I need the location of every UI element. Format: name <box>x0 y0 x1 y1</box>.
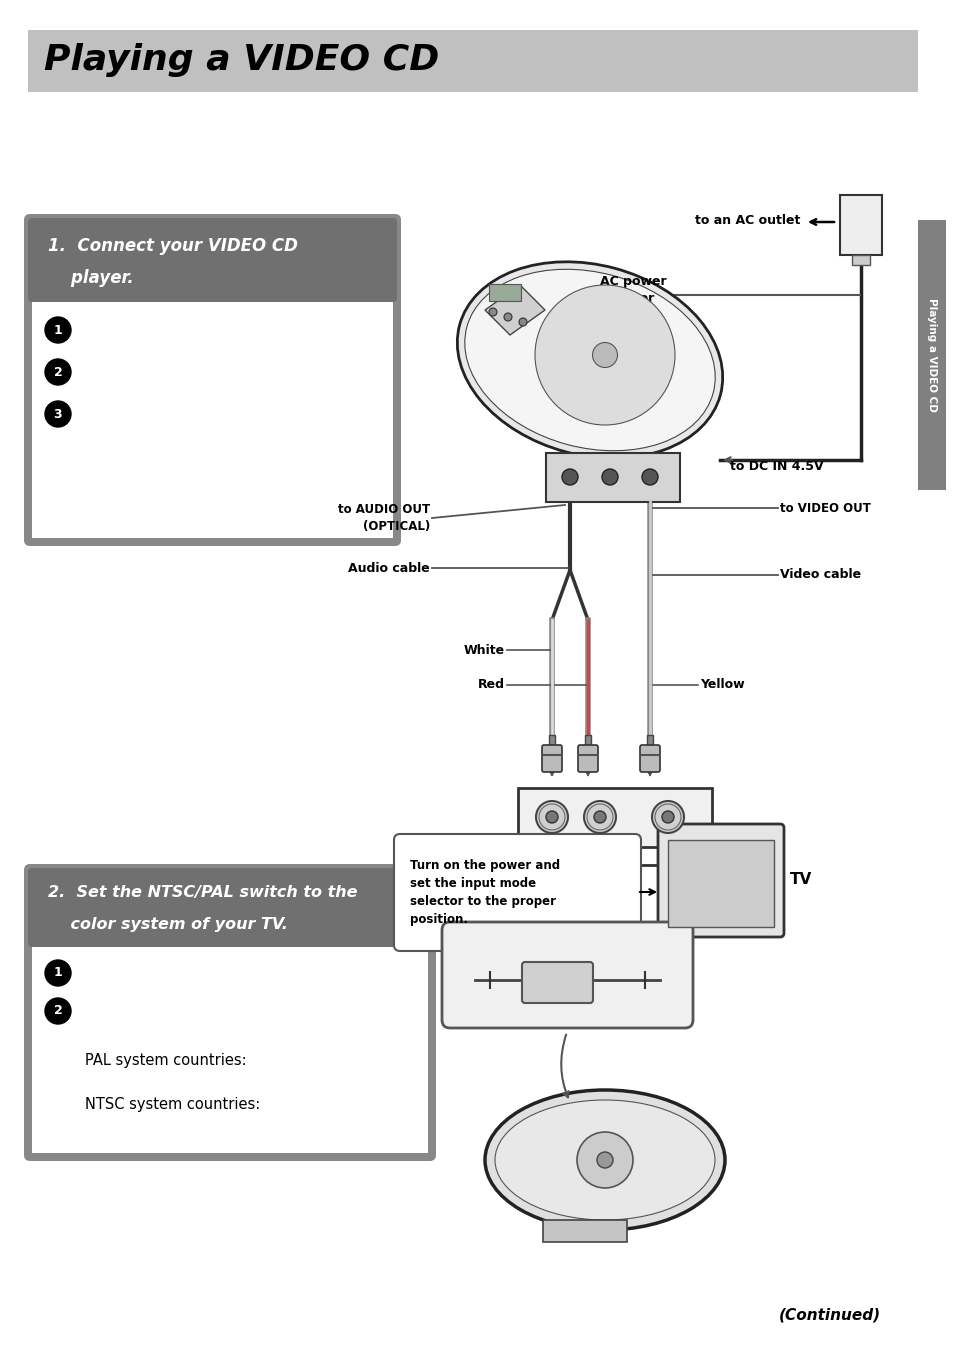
Text: 2: 2 <box>53 365 62 379</box>
FancyBboxPatch shape <box>24 864 436 1162</box>
FancyBboxPatch shape <box>545 453 679 502</box>
Ellipse shape <box>535 285 675 425</box>
Text: TV: TV <box>789 873 811 887</box>
Ellipse shape <box>592 342 617 368</box>
Text: 2.  Set the NTSC/PAL switch to the: 2. Set the NTSC/PAL switch to the <box>48 885 357 900</box>
Circle shape <box>601 470 618 484</box>
FancyBboxPatch shape <box>667 840 773 927</box>
Text: to VIDEO OUT: to VIDEO OUT <box>780 502 870 514</box>
Text: 3: 3 <box>53 407 62 421</box>
Text: (Continued): (Continued) <box>778 1308 881 1323</box>
FancyBboxPatch shape <box>394 835 640 951</box>
FancyBboxPatch shape <box>578 745 598 772</box>
Ellipse shape <box>484 1090 724 1229</box>
Text: player.: player. <box>48 269 133 286</box>
Text: to AUDIO OUT
(OPTICAL): to AUDIO OUT (OPTICAL) <box>337 503 430 533</box>
Circle shape <box>583 801 616 833</box>
Circle shape <box>661 811 673 822</box>
FancyBboxPatch shape <box>646 735 652 746</box>
Circle shape <box>45 360 71 385</box>
Text: Audio cable: Audio cable <box>348 562 430 574</box>
Polygon shape <box>484 285 544 335</box>
Circle shape <box>503 313 512 322</box>
Circle shape <box>641 470 658 484</box>
Text: 2: 2 <box>53 1004 62 1018</box>
Text: 1: 1 <box>53 323 62 337</box>
Text: 1: 1 <box>53 966 62 980</box>
FancyBboxPatch shape <box>521 962 593 1003</box>
FancyBboxPatch shape <box>32 303 393 537</box>
Circle shape <box>651 801 683 833</box>
Text: Yellow: Yellow <box>700 678 744 692</box>
FancyBboxPatch shape <box>639 745 659 772</box>
Circle shape <box>577 1132 633 1187</box>
Text: to an AC outlet: to an AC outlet <box>694 213 800 227</box>
Text: Playing a VIDEO CD: Playing a VIDEO CD <box>44 43 438 77</box>
Circle shape <box>45 402 71 427</box>
Text: Red: Red <box>477 678 504 692</box>
FancyBboxPatch shape <box>28 868 432 947</box>
Text: to DC IN 4.5V: to DC IN 4.5V <box>729 460 822 472</box>
Text: White: White <box>463 643 504 657</box>
Text: Video cable: Video cable <box>780 569 861 582</box>
Circle shape <box>518 318 526 326</box>
FancyBboxPatch shape <box>840 195 882 255</box>
FancyBboxPatch shape <box>32 947 428 1153</box>
FancyBboxPatch shape <box>851 255 869 265</box>
FancyBboxPatch shape <box>658 824 783 936</box>
Text: AC power
adaptor: AC power adaptor <box>599 275 666 305</box>
Text: Playing a VIDEO CD: Playing a VIDEO CD <box>926 299 936 413</box>
Circle shape <box>545 811 558 822</box>
Circle shape <box>597 1152 613 1168</box>
Circle shape <box>45 959 71 987</box>
Ellipse shape <box>464 269 715 451</box>
FancyBboxPatch shape <box>28 30 917 92</box>
Circle shape <box>45 997 71 1025</box>
FancyBboxPatch shape <box>28 218 396 303</box>
FancyBboxPatch shape <box>541 745 561 772</box>
FancyBboxPatch shape <box>548 735 555 746</box>
FancyBboxPatch shape <box>24 214 400 546</box>
Text: NTSC system countries:: NTSC system countries: <box>85 1098 260 1113</box>
Text: PAL system countries:: PAL system countries: <box>85 1053 247 1068</box>
FancyBboxPatch shape <box>584 735 590 746</box>
Ellipse shape <box>456 262 722 459</box>
Text: color system of your TV.: color system of your TV. <box>48 916 288 931</box>
Text: 1.  Connect your VIDEO CD: 1. Connect your VIDEO CD <box>48 237 297 255</box>
Circle shape <box>489 308 497 316</box>
Circle shape <box>45 318 71 343</box>
Ellipse shape <box>495 1101 714 1220</box>
FancyBboxPatch shape <box>542 1220 626 1242</box>
FancyBboxPatch shape <box>489 284 520 301</box>
Circle shape <box>536 801 567 833</box>
Text: Turn on the power and
set the input mode
selector to the proper
position.: Turn on the power and set the input mode… <box>410 859 559 925</box>
Circle shape <box>594 811 605 822</box>
FancyBboxPatch shape <box>517 788 711 847</box>
FancyBboxPatch shape <box>917 220 945 490</box>
FancyBboxPatch shape <box>441 921 692 1029</box>
Circle shape <box>561 470 578 484</box>
